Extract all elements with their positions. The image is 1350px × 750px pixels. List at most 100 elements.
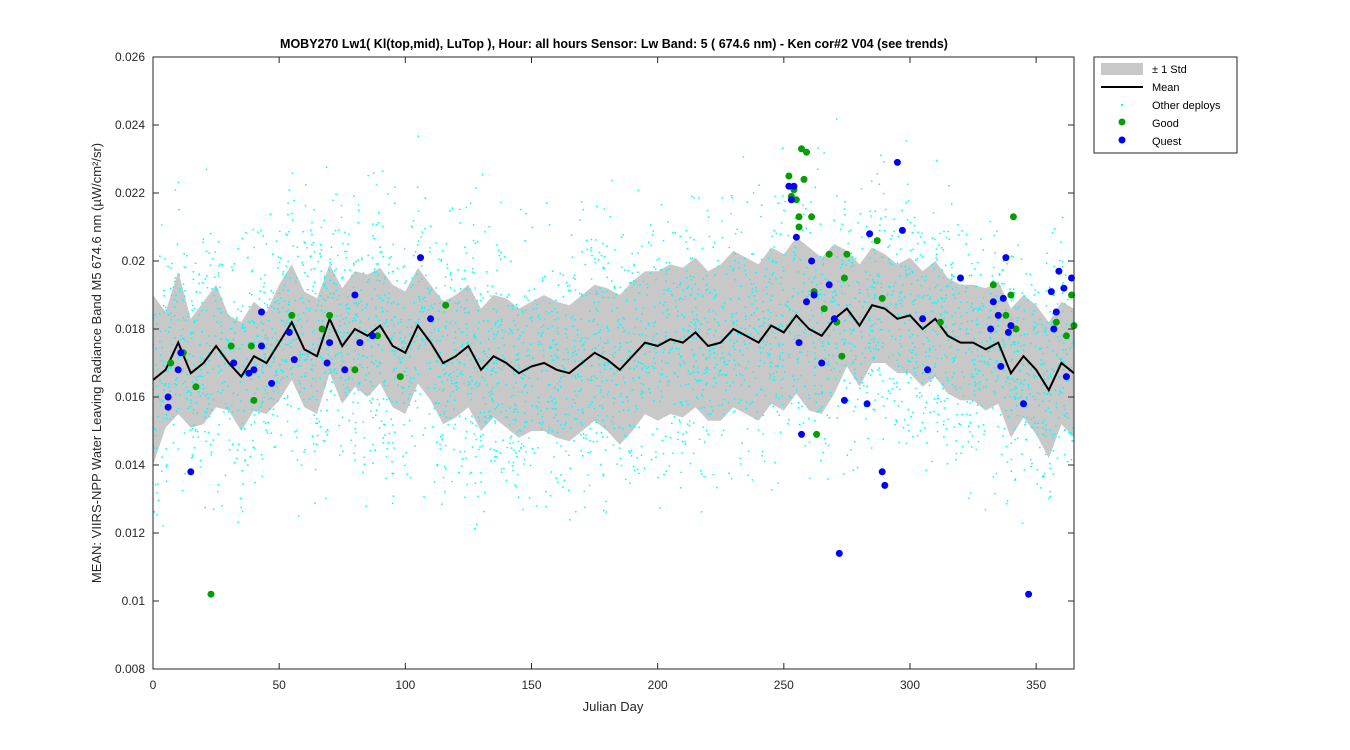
other-deploy-point bbox=[976, 323, 979, 326]
other-deploy-point bbox=[1033, 294, 1036, 296]
other-deploy-point bbox=[484, 402, 487, 405]
other-deploy-point bbox=[706, 332, 709, 335]
other-deploy-point bbox=[870, 447, 873, 449]
other-deploy-point bbox=[766, 293, 768, 295]
other-deploy-point bbox=[824, 442, 827, 445]
other-deploy-point bbox=[456, 375, 458, 378]
other-deploy-point bbox=[595, 332, 598, 335]
other-deploy-point bbox=[637, 189, 640, 192]
other-deploy-point bbox=[790, 402, 793, 405]
other-deploy-point bbox=[421, 278, 423, 280]
good-point bbox=[792, 196, 800, 204]
good-point bbox=[820, 305, 828, 313]
other-deploy-point bbox=[936, 402, 939, 404]
other-deploy-point bbox=[844, 293, 847, 295]
other-deploy-point bbox=[435, 360, 438, 362]
other-deploy-point bbox=[463, 450, 466, 453]
other-deploy-point bbox=[626, 357, 628, 360]
other-deploy-point bbox=[575, 418, 578, 420]
other-deploy-point bbox=[867, 347, 870, 349]
other-deploy-point bbox=[230, 404, 233, 407]
other-deploy-point bbox=[205, 274, 208, 277]
other-deploy-point bbox=[581, 408, 584, 410]
other-deploy-point bbox=[371, 385, 374, 388]
other-deploy-point bbox=[459, 450, 462, 453]
other-deploy-point bbox=[933, 366, 936, 368]
other-deploy-point bbox=[510, 435, 513, 437]
other-deploy-point bbox=[954, 356, 957, 358]
other-deploy-point bbox=[183, 432, 186, 434]
other-deploy-point bbox=[228, 417, 231, 420]
other-deploy-point bbox=[223, 363, 226, 365]
other-deploy-point bbox=[294, 431, 296, 433]
other-deploy-point bbox=[242, 483, 244, 485]
other-deploy-point bbox=[858, 288, 861, 291]
other-deploy-point bbox=[817, 293, 820, 296]
other-deploy-point bbox=[385, 410, 388, 412]
other-deploy-point bbox=[866, 292, 869, 295]
other-deploy-point bbox=[1055, 425, 1057, 427]
other-deploy-point bbox=[548, 427, 551, 429]
other-deploy-point bbox=[219, 263, 222, 265]
other-deploy-point bbox=[944, 264, 947, 267]
other-deploy-point bbox=[210, 451, 213, 454]
other-deploy-point bbox=[1033, 376, 1036, 379]
other-deploy-point bbox=[750, 333, 752, 336]
other-deploy-point bbox=[190, 391, 193, 394]
other-deploy-point bbox=[418, 295, 420, 298]
other-deploy-point bbox=[1036, 433, 1038, 436]
other-deploy-point bbox=[873, 286, 876, 289]
other-deploy-point bbox=[755, 286, 757, 289]
other-deploy-point bbox=[953, 372, 955, 375]
other-deploy-point bbox=[947, 418, 949, 421]
other-deploy-point bbox=[195, 378, 198, 381]
other-deploy-point bbox=[907, 424, 909, 426]
other-deploy-point bbox=[440, 260, 443, 262]
other-deploy-point bbox=[476, 386, 479, 388]
other-deploy-point bbox=[357, 221, 360, 224]
other-deploy-point bbox=[971, 320, 973, 322]
other-deploy-point bbox=[808, 441, 811, 444]
other-deploy-point bbox=[475, 187, 477, 190]
other-deploy-point bbox=[361, 309, 364, 312]
other-deploy-point bbox=[929, 411, 931, 414]
other-deploy-point bbox=[555, 407, 557, 410]
other-deploy-point bbox=[1037, 291, 1040, 294]
other-deploy-point bbox=[607, 339, 609, 341]
other-deploy-point bbox=[553, 416, 555, 419]
other-deploy-point bbox=[397, 322, 400, 324]
other-deploy-point bbox=[416, 273, 418, 276]
other-deploy-point bbox=[632, 279, 635, 282]
other-deploy-point bbox=[612, 397, 615, 399]
other-deploy-point bbox=[632, 465, 635, 468]
other-deploy-point bbox=[569, 289, 571, 292]
other-deploy-point bbox=[757, 429, 760, 431]
other-deploy-point bbox=[572, 355, 574, 357]
other-deploy-point bbox=[621, 266, 623, 269]
other-deploy-point bbox=[500, 201, 502, 204]
other-deploy-point bbox=[475, 424, 477, 427]
other-deploy-point bbox=[525, 354, 528, 357]
other-deploy-point bbox=[253, 447, 256, 449]
other-deploy-point bbox=[357, 382, 360, 385]
other-deploy-point bbox=[410, 225, 413, 227]
other-deploy-point bbox=[472, 268, 474, 270]
other-deploy-point bbox=[338, 454, 341, 456]
other-deploy-point bbox=[1014, 397, 1017, 400]
other-deploy-point bbox=[1052, 294, 1055, 297]
other-deploy-point bbox=[1039, 318, 1042, 321]
other-deploy-point bbox=[170, 267, 173, 269]
other-deploy-point bbox=[1072, 426, 1074, 429]
other-deploy-point bbox=[882, 342, 885, 345]
other-deploy-point bbox=[174, 379, 177, 381]
other-deploy-point bbox=[347, 307, 350, 310]
other-deploy-point bbox=[973, 394, 976, 397]
other-deploy-point bbox=[867, 317, 870, 320]
other-deploy-point bbox=[901, 366, 904, 369]
other-deploy-point bbox=[808, 293, 811, 296]
other-deploy-point bbox=[536, 378, 539, 380]
other-deploy-point bbox=[1020, 258, 1023, 260]
other-deploy-point bbox=[541, 415, 544, 418]
other-deploy-point bbox=[535, 405, 538, 407]
other-deploy-point bbox=[923, 241, 926, 244]
